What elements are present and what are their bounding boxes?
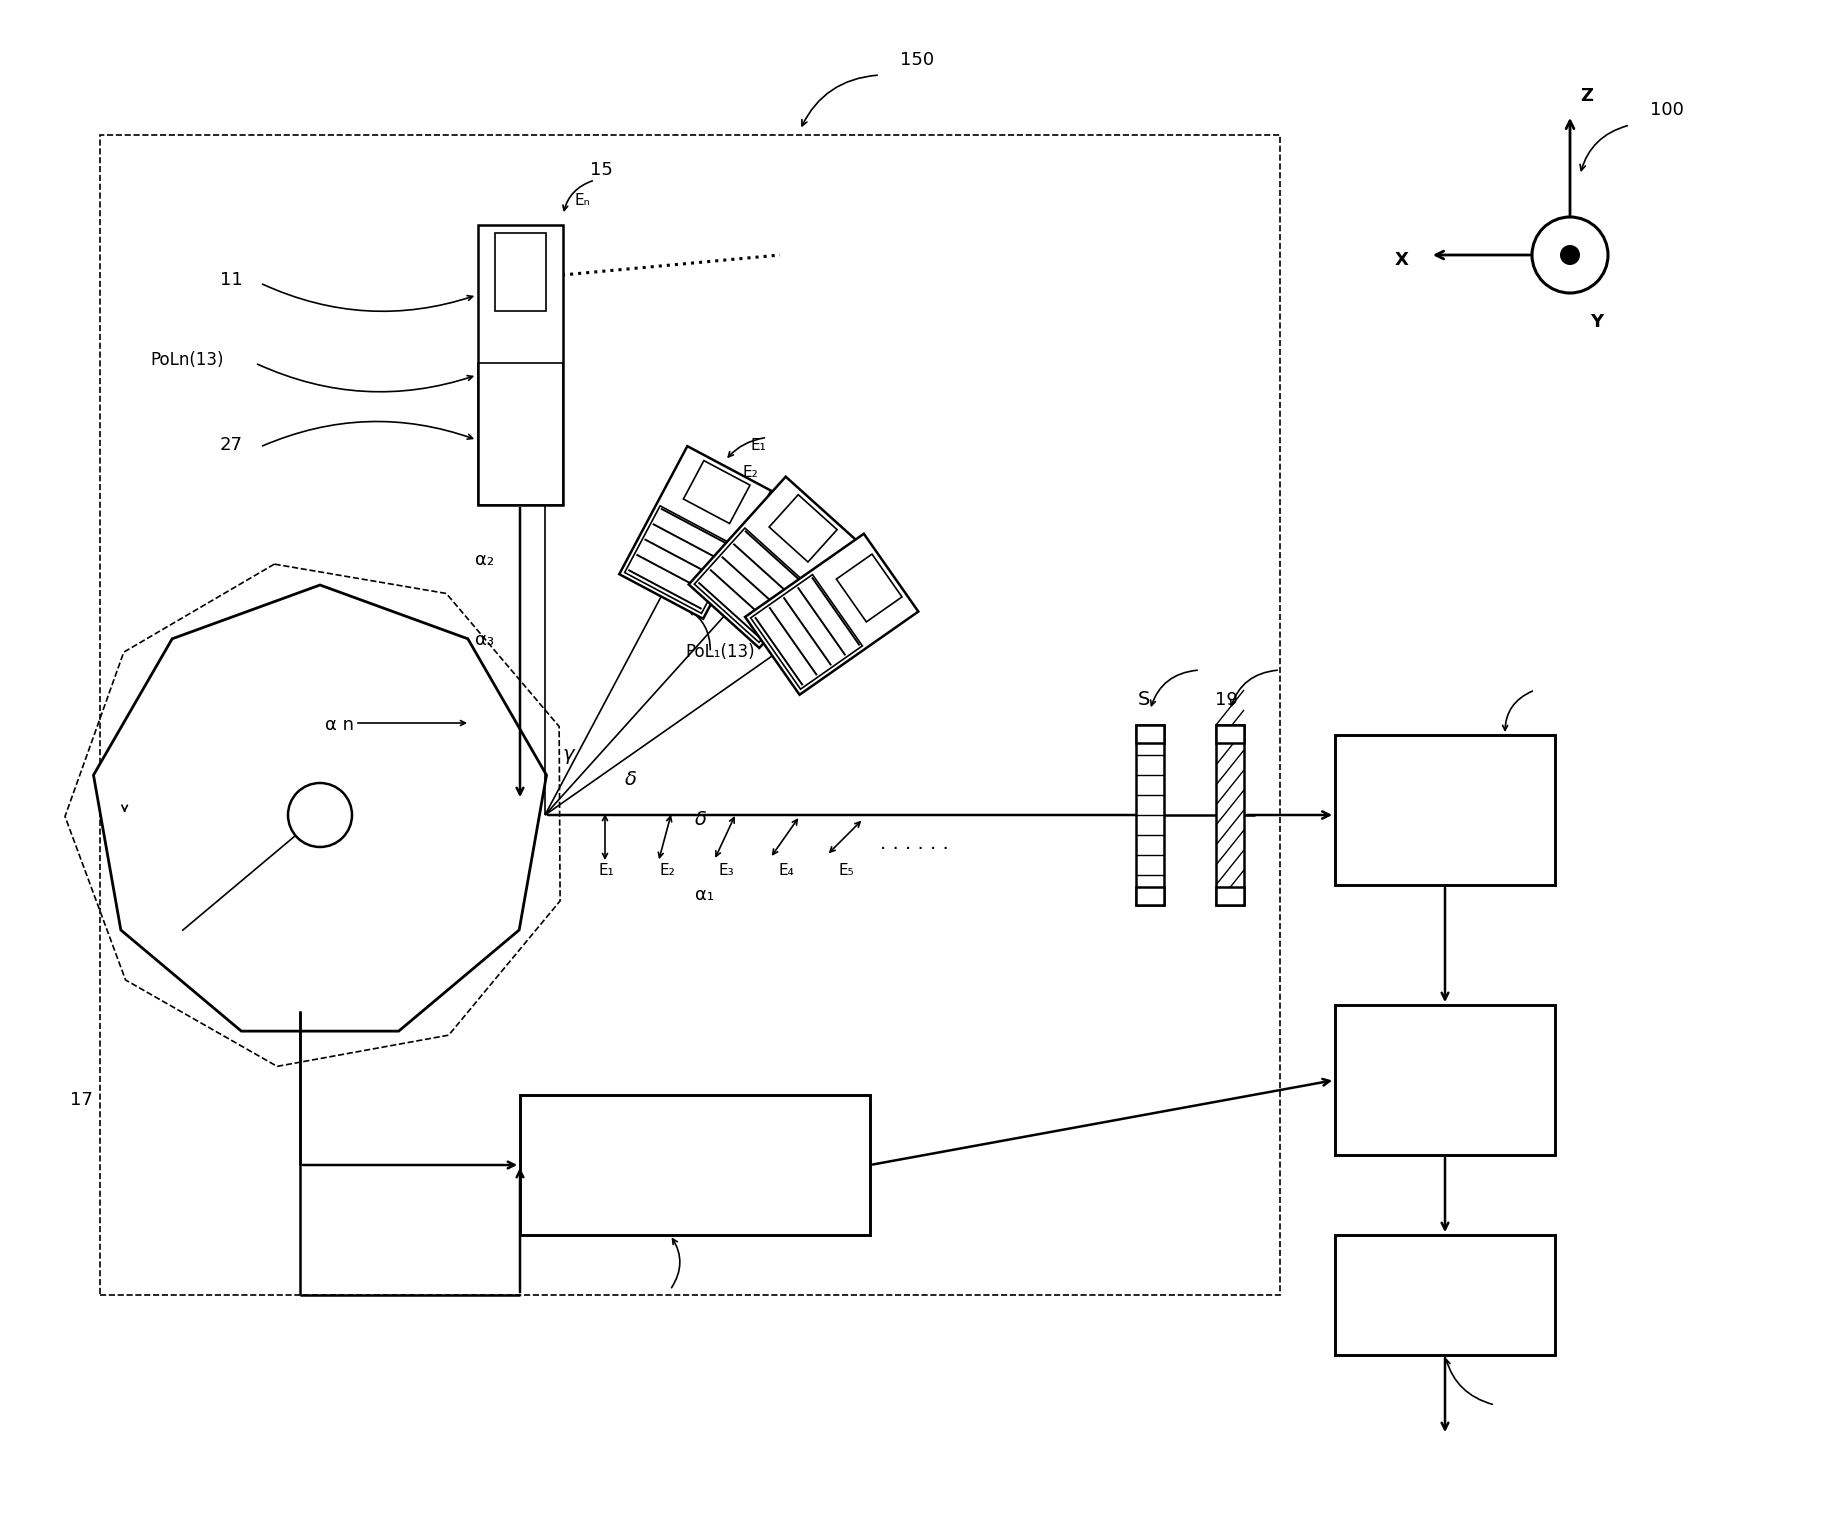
Text: E₅: E₅ bbox=[839, 863, 854, 878]
Text: E₂: E₂ bbox=[742, 465, 758, 480]
Text: E₁: E₁ bbox=[599, 863, 614, 878]
Text: Y: Y bbox=[1588, 313, 1603, 332]
Text: Z: Z bbox=[1579, 87, 1592, 104]
Circle shape bbox=[1559, 246, 1579, 266]
Polygon shape bbox=[835, 554, 901, 622]
Text: X: X bbox=[1394, 252, 1409, 269]
Text: PoLn(13): PoLn(13) bbox=[150, 352, 224, 368]
Text: 15: 15 bbox=[775, 488, 797, 507]
Circle shape bbox=[1532, 216, 1607, 293]
Text: 23: 23 bbox=[1409, 801, 1433, 820]
Bar bbox=[1136, 887, 1163, 906]
Polygon shape bbox=[93, 585, 546, 1032]
Text: OUTPUT: OUTPUT bbox=[1359, 1296, 1442, 1314]
Text: E₄: E₄ bbox=[779, 863, 795, 878]
Text: α n: α n bbox=[324, 715, 354, 734]
Text: α₂: α₂ bbox=[474, 551, 495, 569]
Text: α₃: α₃ bbox=[474, 631, 495, 649]
Bar bbox=[101, 135, 1279, 1296]
Bar bbox=[1334, 1236, 1554, 1355]
Bar bbox=[1136, 725, 1163, 743]
Bar bbox=[1215, 887, 1244, 906]
Polygon shape bbox=[689, 477, 856, 648]
Text: 19: 19 bbox=[1215, 691, 1237, 709]
Text: 15: 15 bbox=[590, 161, 612, 180]
Bar bbox=[1136, 725, 1163, 906]
Text: 21: 21 bbox=[660, 1160, 683, 1179]
Polygon shape bbox=[744, 534, 918, 695]
Text: 100: 100 bbox=[1649, 101, 1684, 120]
Text: E₃: E₃ bbox=[742, 542, 757, 557]
Text: γ: γ bbox=[562, 744, 573, 764]
Text: E₂: E₂ bbox=[660, 863, 674, 878]
Bar bbox=[1215, 725, 1244, 743]
Text: E₁: E₁ bbox=[749, 439, 766, 453]
Text: 11: 11 bbox=[220, 272, 242, 289]
Text: S: S bbox=[1138, 691, 1150, 709]
Text: PoL₁(13): PoL₁(13) bbox=[685, 643, 755, 662]
Text: δ: δ bbox=[694, 810, 707, 829]
Bar bbox=[1215, 725, 1244, 906]
Bar bbox=[1334, 735, 1554, 886]
Text: Eₙ: Eₙ bbox=[575, 193, 590, 209]
Bar bbox=[478, 362, 562, 505]
Text: 27: 27 bbox=[220, 436, 244, 454]
Text: 17: 17 bbox=[70, 1091, 93, 1108]
Bar bbox=[495, 233, 546, 312]
Text: 27: 27 bbox=[775, 628, 797, 646]
Bar bbox=[478, 226, 562, 505]
Text: δ: δ bbox=[625, 771, 636, 789]
Bar bbox=[1334, 1005, 1554, 1154]
Polygon shape bbox=[769, 494, 837, 562]
Bar bbox=[520, 1094, 870, 1236]
Circle shape bbox=[288, 783, 352, 847]
Polygon shape bbox=[619, 447, 771, 619]
Polygon shape bbox=[683, 460, 749, 523]
Text: 25: 25 bbox=[1409, 1076, 1433, 1094]
Text: 150: 150 bbox=[900, 51, 934, 69]
Text: 11: 11 bbox=[746, 574, 768, 591]
Text: α₁: α₁ bbox=[694, 886, 714, 904]
Text: E₃: E₃ bbox=[718, 863, 735, 878]
Text: · · · · · ·: · · · · · · bbox=[879, 840, 949, 860]
